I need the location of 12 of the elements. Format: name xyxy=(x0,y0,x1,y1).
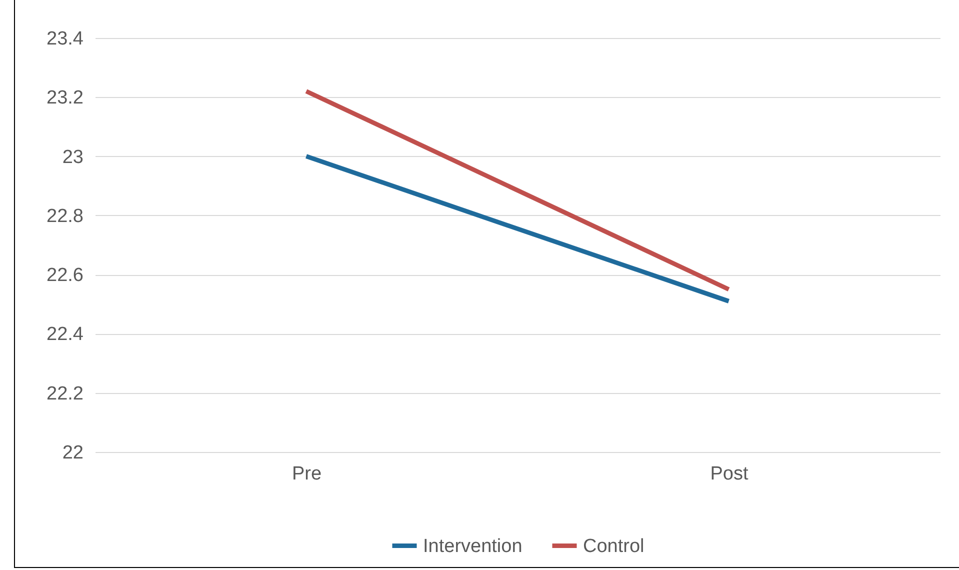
y-tick-label: 22.8 xyxy=(46,206,84,227)
y-tick-label: 22.4 xyxy=(46,324,84,346)
y-tick-label: 22 xyxy=(62,442,84,464)
y-tick-label: 23 xyxy=(62,146,84,168)
y-tick-label: 23.2 xyxy=(46,88,84,109)
legend-label: Intervention xyxy=(423,536,522,557)
x-tick-label: Post xyxy=(710,464,749,484)
legend-label: Control xyxy=(583,536,644,557)
x-tick-label: Pre xyxy=(292,464,322,484)
y-tick-label: 22.6 xyxy=(46,265,84,286)
y-tick-label: 23.4 xyxy=(46,28,84,50)
y-tick-label: 22.2 xyxy=(46,383,84,404)
